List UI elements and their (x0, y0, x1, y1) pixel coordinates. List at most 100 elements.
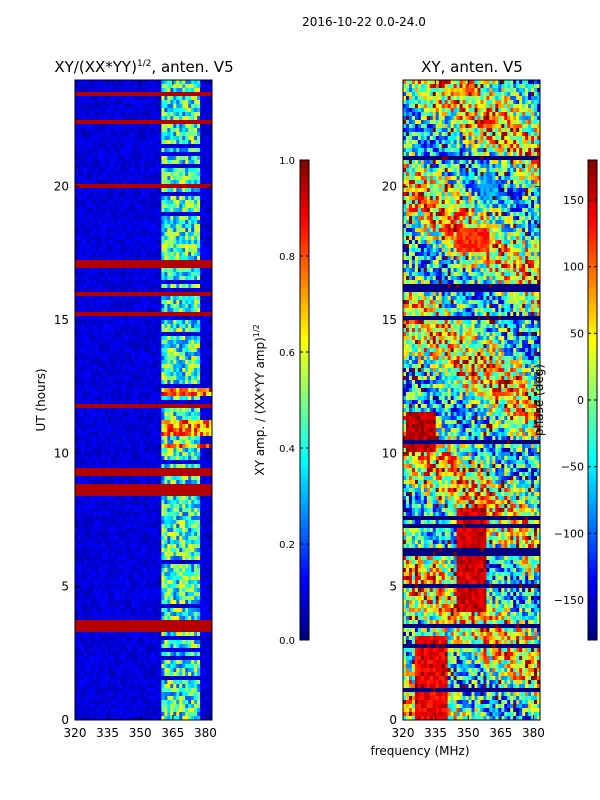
heatmap-cell (128, 260, 132, 265)
heatmap-cell (179, 96, 183, 101)
heatmap-cell (95, 164, 100, 169)
heatmap-cell (128, 124, 132, 129)
heatmap-cell (203, 404, 207, 409)
heatmap-cell (125, 100, 130, 105)
heatmap-cell (143, 312, 147, 317)
heatmap-cell (185, 380, 189, 385)
heatmap-cell (92, 396, 97, 401)
heatmap-cell (80, 396, 85, 401)
heatmap-cell (194, 248, 198, 253)
heatmap-cell (203, 240, 207, 245)
heatmap-cell (137, 260, 141, 265)
heatmap-cell (161, 356, 165, 361)
heatmap-cell (125, 232, 130, 237)
heatmap-cell (149, 460, 153, 465)
heatmap-cell (203, 116, 207, 121)
heatmap-cell (75, 352, 79, 357)
heatmap-cell (170, 152, 174, 157)
heatmap-cell (149, 324, 153, 329)
heatmap-cell (173, 312, 177, 317)
heatmap-cell (179, 144, 183, 149)
heatmap-cell (107, 184, 112, 189)
heatmap-cell (179, 164, 183, 169)
heatmap-cell (158, 180, 162, 185)
heatmap-cell (83, 500, 88, 505)
heatmap-cell (200, 140, 204, 145)
heatmap-cell (191, 500, 195, 505)
heatmap-cell (137, 84, 141, 89)
heatmap-cell (107, 240, 112, 245)
heatmap-cell (113, 104, 118, 109)
heatmap-cell (128, 200, 132, 205)
heatmap-cell (98, 96, 103, 101)
heatmap-cell (185, 212, 189, 217)
heatmap-cell (107, 284, 112, 289)
heatmap-cell (158, 272, 162, 277)
heatmap-cell (176, 140, 180, 145)
heatmap-cell (200, 132, 204, 137)
heatmap-cell (191, 380, 195, 385)
heatmap-cell (125, 204, 130, 209)
heatmap-cell (173, 332, 177, 337)
heatmap-cell (77, 244, 82, 249)
heatmap-cell (173, 156, 177, 161)
heatmap-cell (197, 508, 201, 513)
heatmap-cell (104, 340, 109, 345)
heatmap-cell (191, 188, 195, 193)
heatmap-cell (75, 136, 79, 141)
heatmap-cell (146, 184, 150, 189)
heatmap-cell (80, 84, 85, 89)
heatmap-cell (170, 456, 174, 461)
heatmap-cell (134, 336, 138, 341)
heatmap-cell (92, 252, 97, 257)
heatmap-cell (185, 376, 189, 381)
heatmap-cell (146, 420, 150, 425)
heatmap-cell (116, 240, 121, 245)
heatmap-cell (200, 308, 204, 313)
heatmap-cell (209, 460, 213, 465)
heatmap-cell (75, 148, 79, 153)
heatmap-cell (203, 244, 207, 249)
heatmap-cell (104, 112, 109, 117)
heatmap-cell (176, 432, 180, 437)
heatmap-cell (134, 264, 138, 269)
heatmap-cell (182, 304, 186, 309)
heatmap-cell (200, 180, 204, 185)
heatmap-cell (116, 504, 121, 509)
heatmap-cell (197, 256, 201, 261)
heatmap-cell (113, 96, 118, 101)
heatmap-cell (161, 168, 165, 173)
heatmap-cell (104, 224, 109, 229)
heatmap-cell (197, 360, 201, 365)
heatmap-cell (209, 228, 213, 233)
heatmap-cell (143, 284, 147, 289)
heatmap-cell (92, 292, 97, 297)
heatmap-cell (107, 376, 112, 381)
heatmap-cell (92, 160, 97, 165)
heatmap-cell (80, 220, 85, 225)
heatmap-cell (155, 104, 159, 109)
heatmap-cell (194, 460, 198, 465)
heatmap-cell (200, 192, 204, 197)
heatmap-cell (119, 396, 124, 401)
heatmap-cell (131, 112, 135, 117)
heatmap-cell (194, 148, 198, 153)
heatmap-cell (95, 372, 100, 377)
heatmap-cell (146, 288, 150, 293)
heatmap-cell (89, 468, 94, 473)
heatmap-cell (164, 92, 168, 97)
heatmap-cell (122, 372, 127, 377)
heatmap-cell (164, 128, 168, 133)
heatmap-cell (122, 104, 127, 109)
heatmap-cell (104, 116, 109, 121)
heatmap-cell (167, 372, 171, 377)
heatmap-cell (89, 308, 94, 313)
heatmap-cell (158, 256, 162, 261)
heatmap-cell (194, 280, 198, 285)
heatmap-cell (167, 164, 171, 169)
heatmap-cell (101, 128, 106, 133)
heatmap-cell (98, 80, 103, 85)
heatmap-cell (194, 232, 198, 237)
heatmap-cell (164, 440, 168, 445)
heatmap-cell (89, 260, 94, 265)
